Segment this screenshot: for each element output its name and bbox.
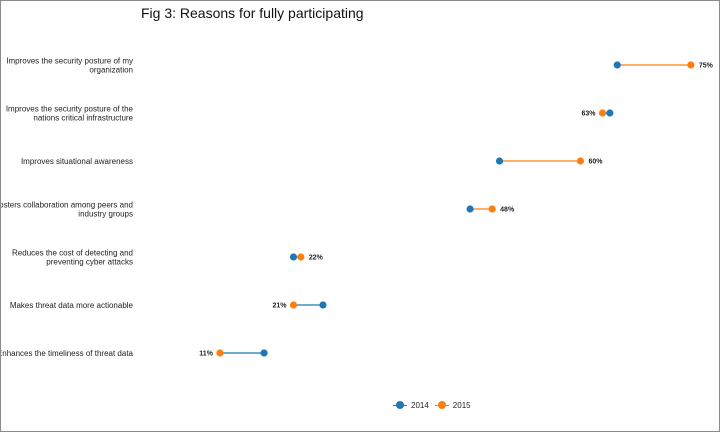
point-2014: [260, 349, 268, 357]
legend-item-2015: 2015: [434, 400, 471, 410]
point-2014: [606, 109, 614, 117]
value-label: 60%: [588, 159, 603, 166]
legend-swatch-2014: [393, 400, 407, 410]
category-label: Improves the security posture of the nati…: [6, 105, 134, 123]
point-2015: [289, 301, 298, 309]
category-label: Improves the security posture of my organ…: [6, 57, 133, 75]
legend-swatch-2015: [434, 400, 449, 410]
legend-label-2015: 2015: [452, 400, 471, 410]
point-2014: [613, 61, 621, 69]
category-label: Enhances the timeliness of threat data: [1, 349, 134, 358]
point-2015: [488, 205, 496, 213]
value-label: 63%: [582, 111, 597, 118]
point-2015: [216, 349, 224, 357]
value-label: 11%: [199, 351, 213, 358]
point-2015: [598, 109, 607, 117]
point-2014: [466, 205, 474, 213]
point-2015: [576, 157, 585, 165]
category-label: Makes threat data more actionable: [10, 301, 134, 310]
category-label: Improves situational awareness: [21, 157, 133, 166]
legend-label-2014: 2014: [411, 400, 429, 410]
category-label: Reduces the cost of detecting and prevent…: [12, 249, 133, 267]
legend: 2014 2015: [393, 400, 471, 410]
point-2014: [495, 157, 504, 165]
category-label: Fosters collaboration among peers and ind…: [1, 201, 133, 219]
point-2015: [687, 61, 695, 69]
legend-item-2014: 2014: [393, 400, 429, 410]
value-label: 21%: [272, 303, 287, 310]
point-2015: [297, 253, 305, 261]
chart-title: Fig 3: Reasons for fully participating: [141, 5, 364, 21]
point-2014: [289, 253, 298, 261]
value-label: 48%: [500, 207, 515, 214]
point-2014: [319, 301, 327, 309]
value-label: 75%: [699, 63, 714, 70]
value-label: 22%: [309, 255, 324, 262]
